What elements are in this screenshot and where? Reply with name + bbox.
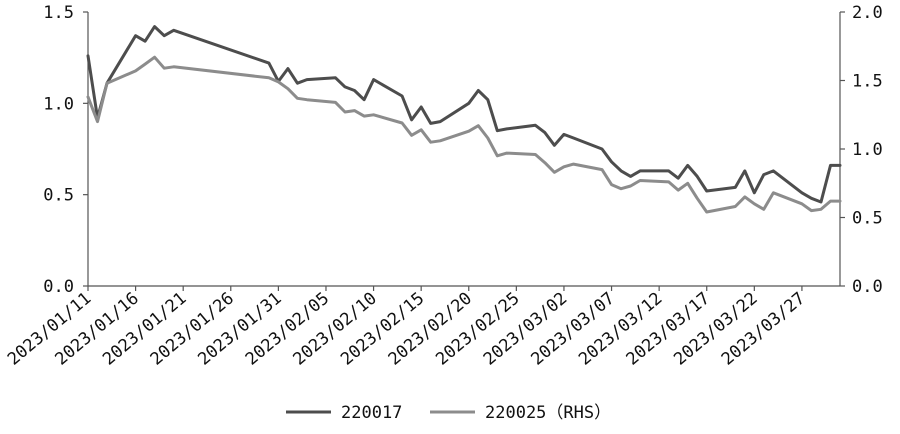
right-y-tick-label: 1.0 <box>852 140 883 160</box>
left-y-tick-label: 1.5 <box>43 3 74 23</box>
right-y-tick-label: 1.5 <box>852 72 883 92</box>
left-y-tick-labels: 0.0 0.5 1.0 1.5 <box>43 3 74 297</box>
x-tick-labels: 2023/01/112023/01/162023/01/212023/01/26… <box>4 289 809 370</box>
series-line-220017 <box>86 25 842 204</box>
right-y-tick-label: 0.5 <box>852 209 883 229</box>
series-line-220025 <box>86 55 842 214</box>
right-y-tick-label: 0.0 <box>852 277 883 297</box>
legend-label-220017: 220017 <box>341 403 402 423</box>
axes <box>83 11 845 291</box>
x-tick-label: 2023/03/27 <box>718 289 809 370</box>
left-y-tick-label: 1.0 <box>43 94 74 114</box>
legend: 220017 220025（RHS） <box>286 403 611 423</box>
legend-label-220025: 220025（RHS） <box>485 403 611 423</box>
right-y-tick-labels: 0.0 0.5 1.0 1.5 2.0 <box>852 3 883 297</box>
left-y-tick-label: 0.5 <box>43 186 74 206</box>
left-y-tick-label: 0.0 <box>43 277 74 297</box>
series-lines <box>86 25 842 214</box>
right-y-tick-label: 2.0 <box>852 3 883 23</box>
